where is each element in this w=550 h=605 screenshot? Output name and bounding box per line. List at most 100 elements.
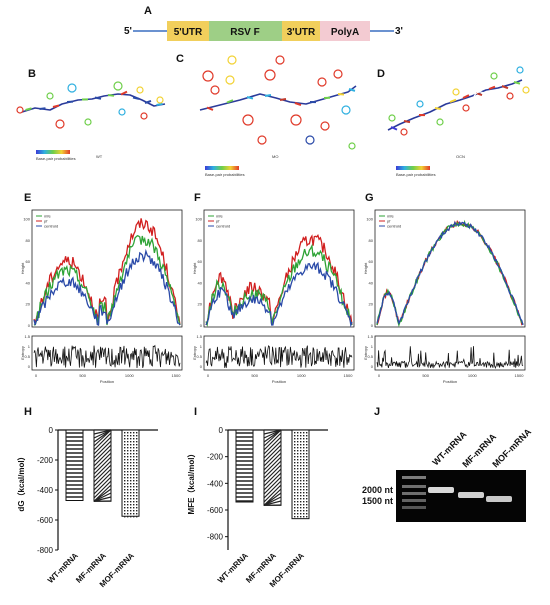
bar-dot [294,441,296,443]
bar-dot [136,480,138,482]
hairpin-loop [317,77,327,87]
hairpin-loop [333,69,343,79]
bar-dot [133,480,135,482]
bar-dot [127,471,129,473]
bar-dot [294,456,296,458]
bar-dot [136,447,138,449]
hairpin-loop [140,112,148,120]
bar-dot [306,480,308,482]
bar-dot [303,441,305,443]
entropy-tick-label: 0.5 [24,354,30,359]
structure-plot-ocn [387,66,530,136]
legend-label: centroid [44,224,58,229]
bar-dot [124,495,126,497]
bar-dot [127,465,129,467]
bar-dot [306,510,308,512]
pf-line [205,234,353,326]
bar-dot [124,438,126,440]
bar-dot [127,453,129,455]
bar-dot [124,516,126,518]
mfe-line [205,243,353,328]
segment-rsv-f [209,21,282,41]
bar-dot [294,495,296,497]
hairpin-loop [290,114,302,126]
bar-hatch [263,472,282,491]
bar-dot [136,441,138,443]
bar-dot [303,447,305,449]
bar-dot [133,435,135,437]
x-tick-label: 1000 [125,373,135,378]
bar-dot [130,477,132,479]
bar-dot [130,492,132,494]
bar-dot [136,474,138,476]
bar-dot [124,474,126,476]
entropy-axis-title: Entropy [192,346,197,360]
bar-dot [297,510,299,512]
bar-dot [130,516,132,518]
y-tick-label: -600 [37,516,54,525]
bp-legend-d: Base-pair probabilities [396,166,436,177]
hairpin-loop [275,55,285,65]
bar-dot [297,516,299,518]
y-tick-label: 0 [49,426,54,435]
stem-segment [434,107,442,111]
bar-dot [127,489,129,491]
bar-dot [130,486,132,488]
bar-dot [124,462,126,464]
bar-dot [133,441,135,443]
y-axis-title: MFE（kcal/mol） [186,450,196,515]
y-tick-label: 40 [369,280,374,285]
stem-segment [39,107,46,110]
bar-dot [133,453,135,455]
bar-dot [297,483,299,485]
bar-dot [306,447,308,449]
hairpin-loop [242,114,254,126]
hairpin-loop [67,83,77,93]
y-tick-label: -400 [207,479,224,488]
bar-dot [294,447,296,449]
bar-dot [133,507,135,509]
bar-dot [133,477,135,479]
bar-dot [130,504,132,506]
bar-dot [303,504,305,506]
plot-frame [203,209,355,328]
segment-5utr [167,21,209,41]
hairpin-loop [348,142,356,150]
stem-segment [52,104,60,108]
bar-dot [306,471,308,473]
bar-dot [297,438,299,440]
bar-dot [294,462,296,464]
y-axis-title: Height [192,262,197,274]
marker-label-1500: 1500 nt [362,496,393,506]
entropy-line [33,344,181,369]
bar-dot [300,480,302,482]
centroid-line [376,221,524,326]
y-tick-label: -800 [207,533,224,542]
bar-dot [127,435,129,437]
bar-hatch [93,476,112,495]
bar-dot [300,462,302,464]
bar-dot [294,498,296,500]
hairpin-loop [46,92,54,100]
y-axis-title: Height [363,262,368,274]
bar-hatch [263,500,282,506]
bar-hatch [263,464,282,483]
bar-chart-mfe: 0-200-400-600-800MFE（kcal/mol）WT-mRNAMF-… [186,426,328,589]
hairpin-loop [84,118,92,126]
bar-dot [130,501,132,503]
bp-legend-label: Base-pair probabilities [36,156,76,161]
bar-dot [303,513,305,515]
bar-dot [294,471,296,473]
bar-dot [127,483,129,485]
bar-dot [297,495,299,497]
bar-dot [297,441,299,443]
hairpin-loop [257,135,267,145]
bar-dot [297,477,299,479]
bar-hatch [263,480,282,499]
bp-legend-b: Base-pair probabilities [36,150,76,161]
hairpin-loop [227,55,237,65]
bar-dot [297,432,299,434]
bar-chart-dg: 0-200-400-600-800dG（kcal/mol）WT-mRNAMF-m… [16,426,158,589]
